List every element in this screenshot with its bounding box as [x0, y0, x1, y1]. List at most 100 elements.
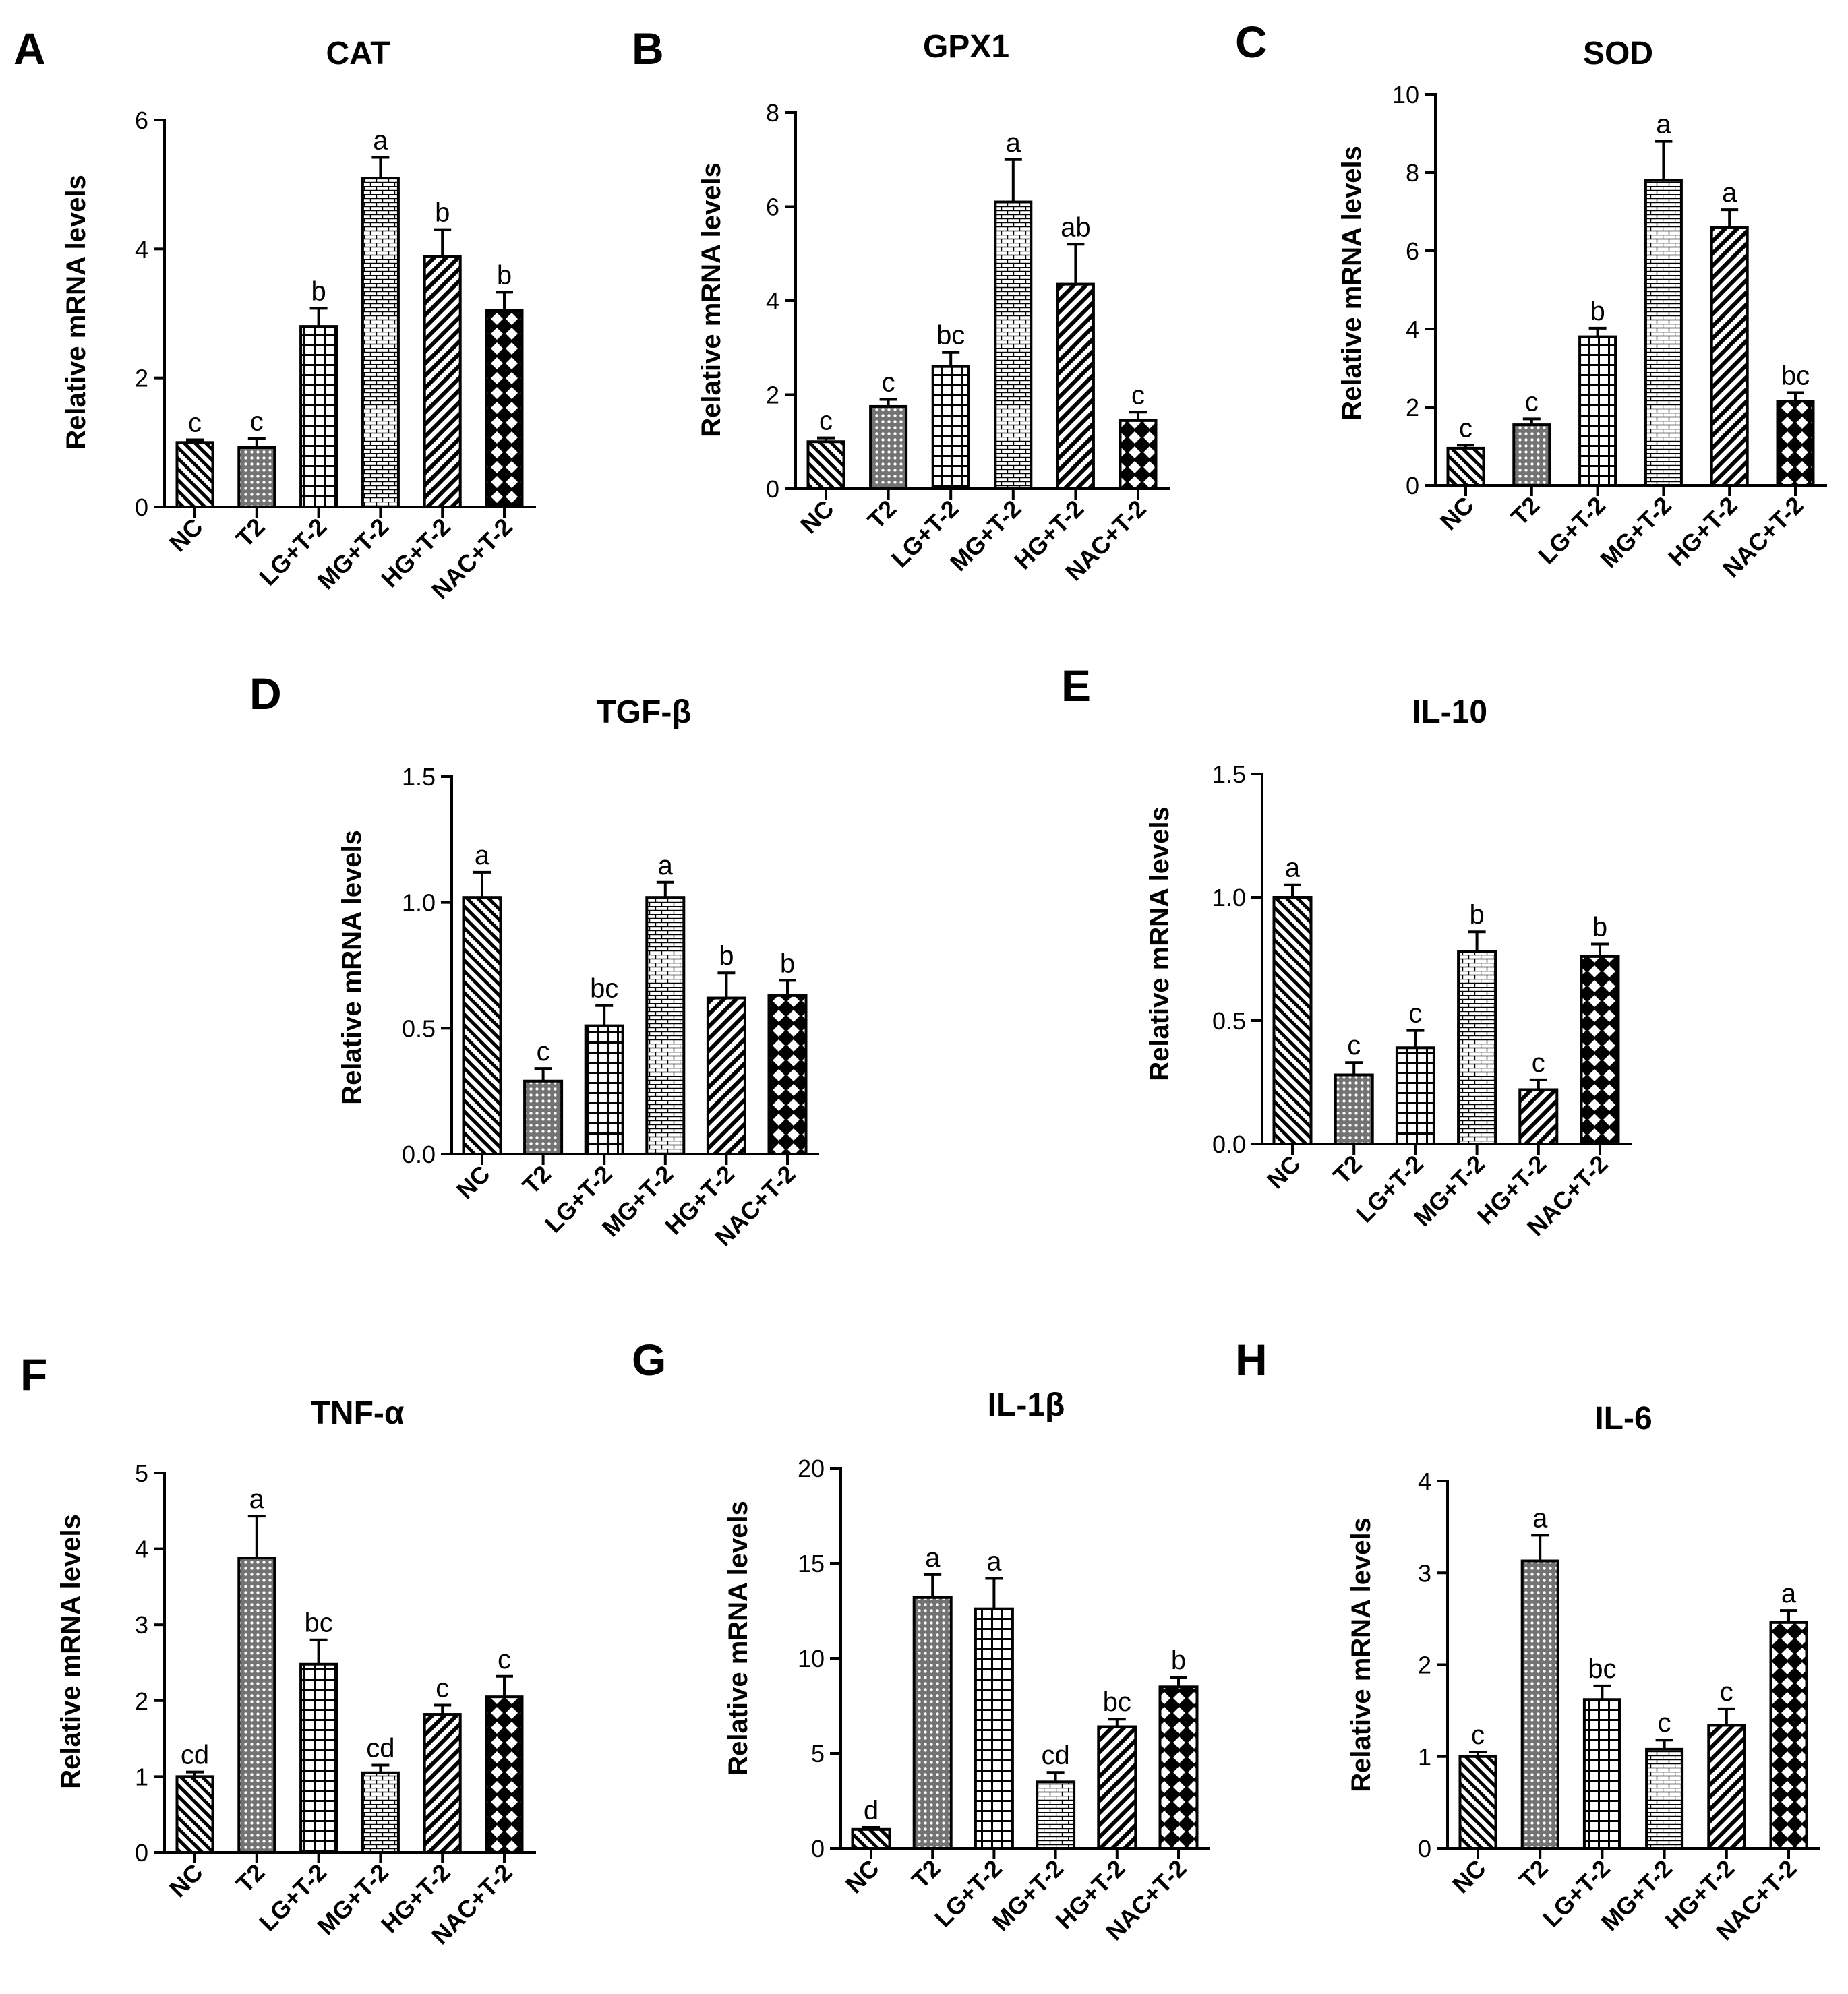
y-tick-label: 6 — [1406, 237, 1419, 265]
y-tick-label: 8 — [1406, 159, 1419, 187]
y-tick-label: 0 — [135, 1839, 148, 1867]
y-tick-label: 4 — [135, 235, 148, 263]
bar — [1645, 1747, 1684, 1850]
y-axis-label: Relative mRNA levels — [61, 175, 91, 450]
bar — [1707, 1724, 1746, 1850]
category-label: NC — [795, 495, 839, 539]
bar — [1458, 1755, 1497, 1850]
bar — [175, 441, 214, 508]
bar — [1446, 446, 1485, 487]
bar — [931, 365, 970, 491]
y-axis-label: Relative mRNA levels — [696, 162, 726, 437]
significance-label: b — [719, 941, 734, 971]
bar — [851, 1827, 891, 1850]
chart-title: SOD — [1583, 36, 1653, 71]
significance-label: bc — [1103, 1687, 1131, 1717]
bar — [1036, 1780, 1076, 1850]
bar — [423, 255, 462, 508]
category-label: T2 — [906, 1854, 946, 1894]
y-tick-label: 15 — [798, 1550, 825, 1577]
significance-label: c — [537, 1037, 550, 1066]
panel-g: G IL-1β Relative mRNA levels 0 5 10 15 20 d NC… — [632, 1335, 1210, 1945]
significance-label: bc — [304, 1608, 332, 1638]
significance-label: c — [188, 409, 202, 438]
panel-d: D TGF-β Relative mRNA levels 0.0 0.5 1.0 1.… — [249, 669, 819, 1251]
bar — [1710, 226, 1749, 487]
category-label: T2 — [1514, 1854, 1553, 1894]
bar — [869, 404, 908, 490]
bar — [175, 1775, 214, 1854]
category-label: T2 — [862, 495, 902, 535]
significance-label: bc — [1588, 1654, 1616, 1684]
significance-label: bc — [590, 974, 618, 1004]
significance-label: a — [475, 841, 490, 870]
chart-title: TNF-α — [311, 1395, 405, 1431]
bar — [1520, 1559, 1559, 1850]
category-label: MG+T-2 — [1594, 491, 1677, 574]
bar — [1578, 335, 1617, 487]
y-tick-label: 1 — [135, 1763, 148, 1790]
category-label: T2 — [231, 513, 270, 553]
bar — [485, 309, 524, 508]
significance-label: c — [819, 406, 833, 436]
significance-label: c — [498, 1645, 511, 1674]
panel-letter: G — [632, 1335, 666, 1385]
bar — [361, 1771, 400, 1854]
y-axis-label: Relative mRNA levels — [56, 1514, 86, 1789]
y-tick-label: 0.0 — [402, 1141, 436, 1168]
category-label: NC — [451, 1160, 496, 1205]
bar — [1395, 1046, 1435, 1146]
bar — [1097, 1725, 1137, 1850]
panel-letter: B — [632, 24, 664, 73]
bar — [462, 896, 502, 1155]
bar — [1518, 1088, 1559, 1145]
significance-label: a — [1656, 110, 1671, 140]
y-tick-label: 0.5 — [402, 1015, 436, 1042]
panel-letter: H — [1235, 1335, 1268, 1385]
panel-letter: E — [1061, 661, 1091, 711]
bar — [912, 1596, 953, 1850]
significance-label: c — [1347, 1031, 1361, 1060]
significance-label: a — [986, 1547, 1002, 1577]
significance-label: c — [436, 1674, 449, 1703]
significance-label: bc — [1781, 361, 1810, 391]
y-tick-label: 10 — [1392, 81, 1419, 109]
y-tick-label: 6 — [766, 193, 779, 221]
significance-label: c — [882, 367, 895, 397]
significance-label: c — [1658, 1708, 1671, 1738]
y-axis-label: Relative mRNA levels — [337, 830, 367, 1105]
bar — [1644, 179, 1683, 487]
y-tick-label: 2 — [135, 1687, 148, 1715]
y-tick-label: 0.0 — [1212, 1130, 1246, 1158]
significance-label: b — [311, 276, 326, 306]
bar — [299, 1662, 338, 1854]
category-label: NC — [1435, 491, 1479, 536]
bar — [1769, 1621, 1808, 1850]
y-tick-label: 2 — [766, 382, 779, 409]
bar — [806, 440, 845, 490]
panel-c: C SOD Relative mRNA levels 0 2 4 6 8 10 c NC c T2… — [1235, 17, 1827, 582]
y-tick-label: 20 — [798, 1455, 825, 1482]
y-tick-label: 10 — [798, 1645, 825, 1672]
bar — [994, 200, 1033, 490]
significance-label: cd — [181, 1741, 209, 1770]
significance-label: b — [1590, 297, 1605, 326]
bar — [645, 896, 686, 1155]
bar — [1158, 1685, 1199, 1850]
category-label: T2 — [517, 1160, 557, 1200]
significance-label: c — [250, 407, 264, 437]
significance-label: c — [1525, 387, 1539, 417]
panel-letter: D — [249, 669, 282, 719]
significance-label: cd — [1041, 1741, 1069, 1770]
y-tick-label: 0.5 — [1212, 1007, 1246, 1035]
significance-label: a — [1006, 128, 1021, 158]
significance-label: a — [925, 1543, 941, 1573]
y-axis-label: Relative mRNA levels — [1346, 1517, 1376, 1792]
significance-label: c — [1408, 999, 1422, 1029]
chart-title: CAT — [326, 36, 390, 71]
bar — [706, 996, 746, 1155]
category-label: NC — [1447, 1854, 1491, 1899]
bar — [1457, 950, 1497, 1146]
y-tick-label: 6 — [135, 107, 148, 134]
